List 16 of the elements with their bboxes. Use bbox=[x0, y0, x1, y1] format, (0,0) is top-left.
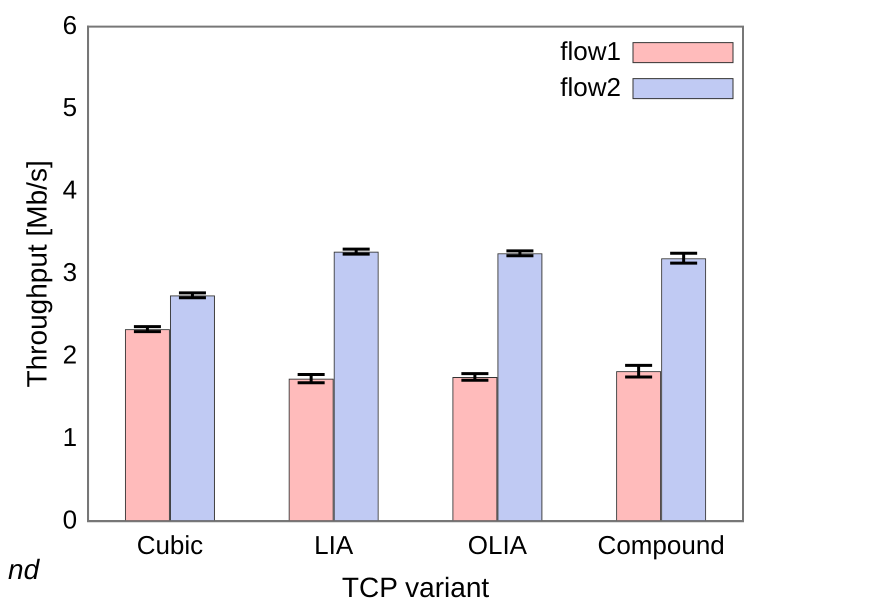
legend-label: flow2 bbox=[560, 72, 621, 102]
y-tick-label: 4 bbox=[62, 174, 78, 205]
y-tick-label: 6 bbox=[62, 10, 78, 40]
y-tick-label: 0 bbox=[62, 504, 78, 534]
x-axis-title: TCP variant bbox=[342, 572, 490, 603]
y-tick-label: 2 bbox=[62, 340, 78, 370]
x-tick-label: OLIA bbox=[468, 530, 528, 560]
y-tick-label: 1 bbox=[62, 422, 78, 452]
y-axis-title: Throughput [Mb/s] bbox=[22, 160, 53, 388]
x-tick-label: Cubic bbox=[136, 530, 204, 560]
text: nd bbox=[8, 554, 40, 586]
y-tick-label: 3 bbox=[62, 257, 78, 288]
legend-label: flow1 bbox=[560, 36, 621, 66]
y-tick-label: 5 bbox=[62, 92, 78, 122]
x-tick-label: Compound bbox=[598, 530, 725, 560]
x-tick-label: LIA bbox=[314, 530, 354, 560]
